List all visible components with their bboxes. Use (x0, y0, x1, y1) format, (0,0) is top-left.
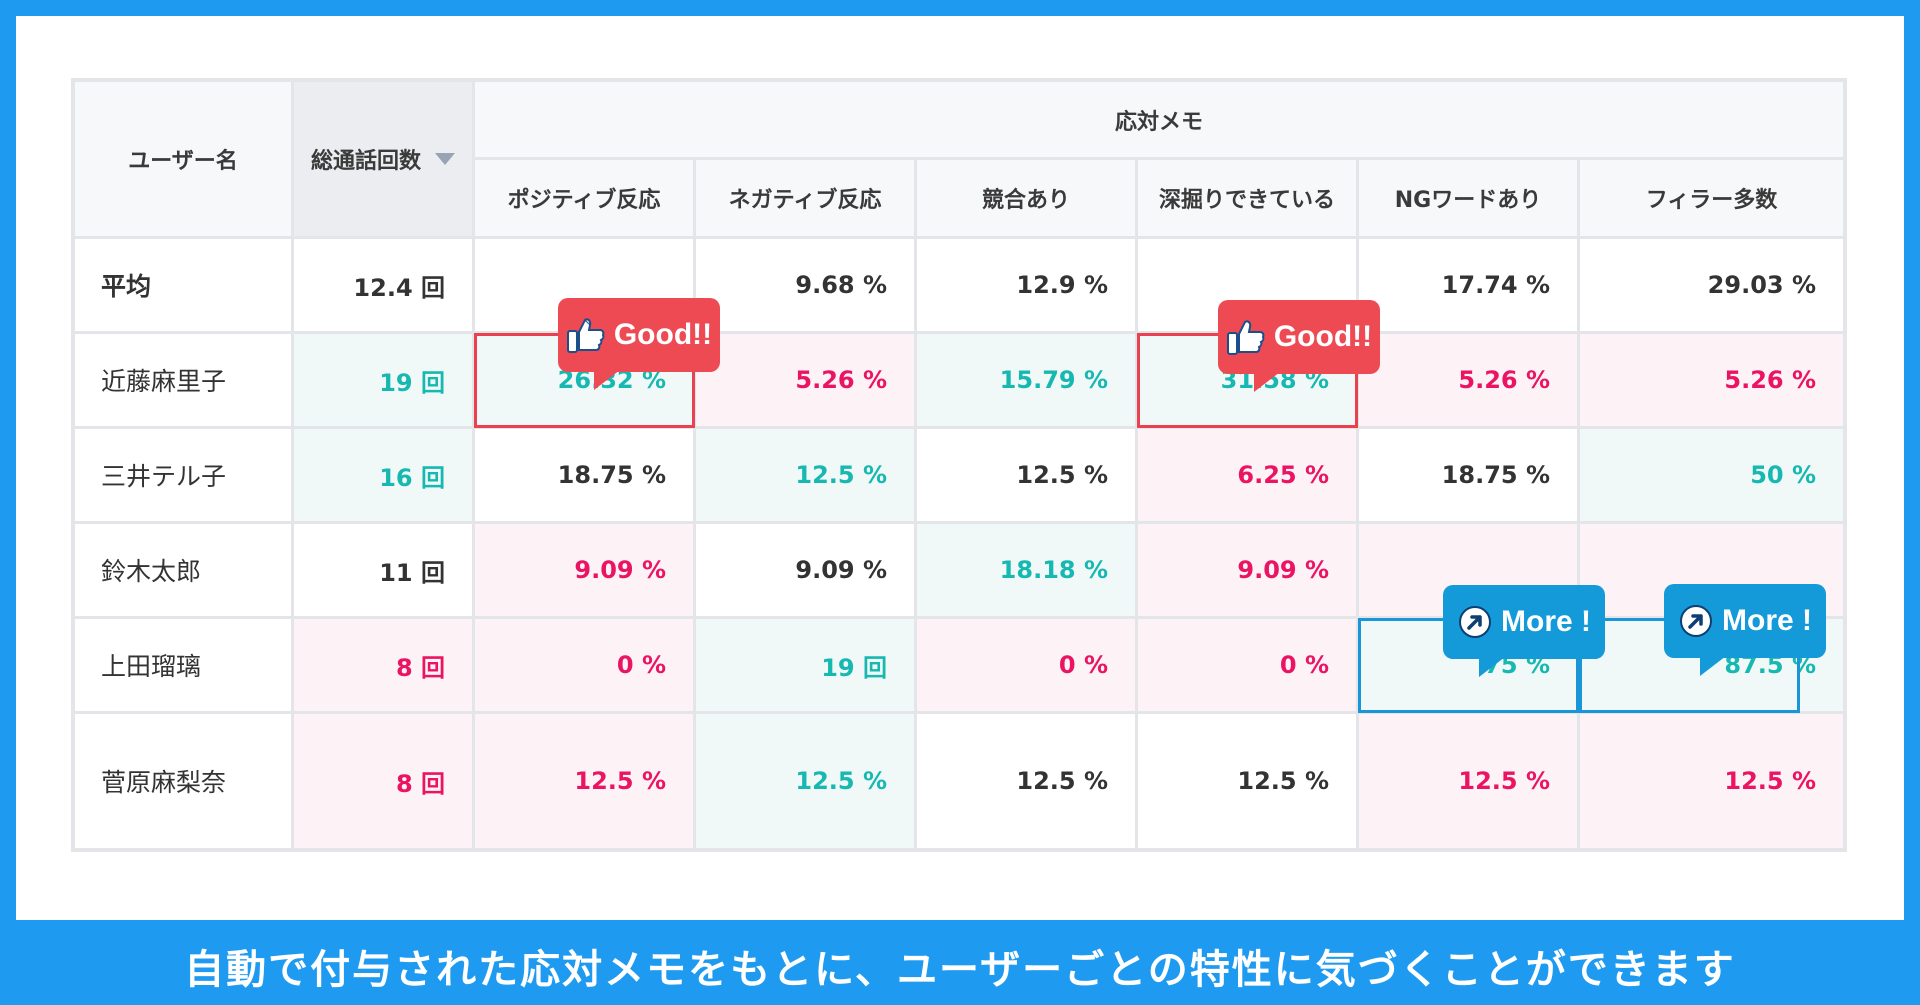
good-label: Good!! (1273, 320, 1373, 353)
bubble-tail (1254, 372, 1280, 392)
more-label: More ! (1722, 604, 1812, 637)
cell-competitor: 12.5 % (917, 429, 1135, 521)
col-header-user-name[interactable]: ユーザー名 (75, 82, 291, 236)
cell-negative: 12.5 % (696, 714, 914, 848)
memo-table: ユーザー名 総通話回数 応対メモ ポジティブ反応 ネガティブ反応 競合あり 深掘… (71, 78, 1847, 852)
caption-text: 自動で付与された応対メモをもとに、ユーザーごとの特性に気づくことができます (184, 947, 1736, 993)
thumbs-up-icon (1226, 320, 1265, 355)
thumbs-up-icon (566, 318, 605, 353)
bubble-tail (594, 370, 620, 390)
cell-calls: 16 回 (294, 429, 472, 521)
cell-ng-word: 5.26 % (1359, 334, 1577, 426)
cell-competitor: 15.79 % (917, 334, 1135, 426)
cell-deep-dive: 6.25 % (1138, 429, 1356, 521)
cell-ng-word: 12.5 % (1359, 714, 1577, 848)
cell-negative: 9.68 % (696, 239, 914, 331)
cell-negative: 19 回 (696, 619, 914, 711)
row-name[interactable]: 近藤麻里子 (75, 334, 291, 426)
row-name-average: 平均 (75, 239, 291, 331)
cell-calls: 8 回 (294, 619, 472, 711)
cell-ng-word: 17.74 % (1359, 239, 1577, 331)
row-name[interactable]: 三井テル子 (75, 429, 291, 521)
cell-negative: 9.09 % (696, 524, 914, 616)
cell-competitor: 12.9 % (917, 239, 1135, 331)
good-label: Good!! (613, 318, 713, 351)
cell-competitor: 0 % (917, 619, 1135, 711)
cell-positive: 0 % (475, 619, 693, 711)
row-name[interactable]: 上田瑠璃 (75, 619, 291, 711)
col-group-memo: 応対メモ (475, 82, 1843, 157)
more-button[interactable]: More ! (1443, 585, 1605, 677)
more-button[interactable]: More ! (1664, 584, 1826, 676)
col-header-deep-dive[interactable]: 深掘りできている (1138, 160, 1356, 236)
total-calls-label: 総通話回数 (310, 149, 421, 174)
col-header-negative[interactable]: ネガティブ反応 (696, 160, 914, 236)
cell-filler: 29.03 % (1580, 239, 1843, 331)
col-header-total-calls[interactable]: 総通話回数 (294, 82, 472, 236)
sort-desc-icon (435, 153, 455, 165)
cell-calls: 11 回 (294, 524, 472, 616)
cell-competitor: 12.5 % (917, 714, 1135, 848)
cell-calls: 19 回 (294, 334, 472, 426)
cell-deep-dive: 9.09 % (1138, 524, 1356, 616)
cell-filler: 50 % (1580, 429, 1843, 521)
cell-positive: 18.75 % (475, 429, 693, 521)
cell-positive: 12.5 % (475, 714, 693, 848)
cell-deep-dive: 12.5 % (1138, 714, 1356, 848)
cell-calls: 8 回 (294, 714, 472, 848)
row-name[interactable]: 鈴木太郎 (75, 524, 291, 616)
bubble-tail (1479, 657, 1505, 677)
arrow-up-right-icon (1680, 605, 1712, 637)
good-badge: Good!! (558, 298, 720, 390)
col-header-competitor[interactable]: 競合あり (917, 160, 1135, 236)
bubble-tail (1700, 656, 1726, 676)
cell-negative: 12.5 % (696, 429, 914, 521)
cell-positive: 9.09 % (475, 524, 693, 616)
col-header-ng-word[interactable]: NGワードあり (1359, 160, 1577, 236)
cell-competitor: 18.18 % (917, 524, 1135, 616)
good-badge: Good!! (1218, 300, 1380, 392)
cell-filler: 5.26 % (1580, 334, 1843, 426)
more-label: More ! (1501, 605, 1591, 638)
cell-calls: 12.4 回 (294, 239, 472, 331)
cell-ng-word: 18.75 % (1359, 429, 1577, 521)
content-card: ユーザー名 総通話回数 応対メモ ポジティブ反応 ネガティブ反応 競合あり 深掘… (16, 16, 1904, 920)
col-header-filler[interactable]: フィラー多数 (1580, 160, 1843, 236)
col-header-positive[interactable]: ポジティブ反応 (475, 160, 693, 236)
arrow-up-right-icon (1459, 606, 1491, 638)
cell-negative: 5.26 % (696, 334, 914, 426)
cell-deep-dive: 0 % (1138, 619, 1356, 711)
row-name[interactable]: 菅原麻梨奈 (75, 714, 291, 848)
cell-filler: 12.5 % (1580, 714, 1843, 848)
